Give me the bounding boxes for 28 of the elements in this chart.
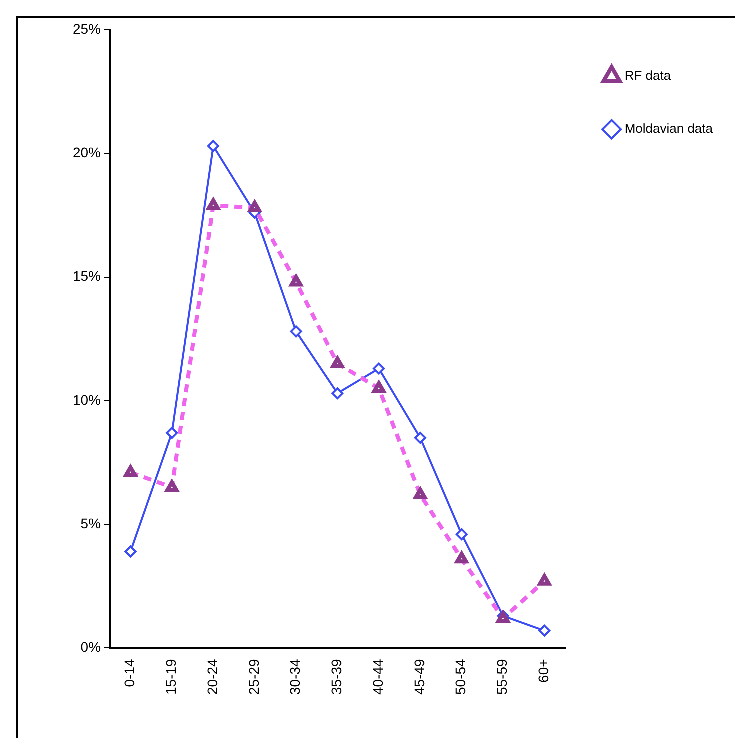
legend-label: Moldavian data: [624, 121, 714, 136]
point: [166, 427, 178, 440]
x-tick-label: 40-44: [370, 658, 386, 696]
x-tick-label: 55-59: [494, 658, 510, 696]
y-tick-label: 25%: [72, 20, 102, 37]
point: [208, 140, 220, 152]
x-tick-label: 50-54: [452, 658, 469, 696]
x-tick-label: 25-29: [246, 658, 262, 696]
point: [124, 546, 137, 558]
y-tick-label: 20%: [72, 144, 102, 160]
x-tick-label: 15-19: [162, 658, 179, 696]
y-tick-label: 0%: [80, 639, 102, 656]
point: [456, 528, 468, 540]
x-tick-label: 60+: [535, 659, 552, 683]
x-tick-label: 45-49: [411, 658, 428, 696]
point: [414, 432, 426, 444]
legend-label: RF data: [624, 68, 672, 84]
point: [290, 326, 302, 338]
point: [332, 388, 344, 400]
x-tick-label: 20-24: [204, 658, 220, 696]
y-tick-label: 15%: [72, 268, 102, 284]
point: [373, 362, 386, 375]
point: [538, 624, 551, 637]
x-tick-label: 0-14: [122, 658, 138, 688]
x-tick-label: 30-34: [287, 658, 304, 696]
x-tick-label: 35-39: [328, 658, 345, 696]
y-tick-label: 10%: [72, 392, 102, 408]
y-tick-label: 5%: [80, 515, 102, 532]
